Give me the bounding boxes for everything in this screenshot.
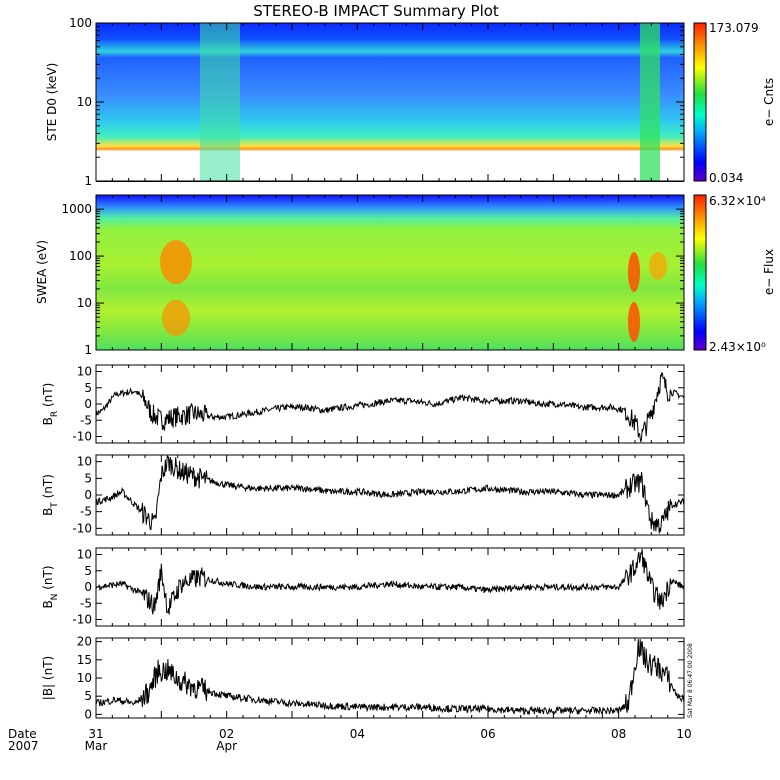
swea-colorbar-label: e− Flux xyxy=(762,249,776,295)
y-tick-label: 5 xyxy=(84,689,92,703)
x-tick-month: Apr xyxy=(216,739,237,753)
ste-colorbar-label: e− Cnts xyxy=(762,78,776,126)
ste-spectrogram-panel xyxy=(96,23,684,182)
swea-ylabel: SWEA (eV) xyxy=(35,240,49,304)
swea-enhancement xyxy=(162,300,190,336)
date-axis-label: Date xyxy=(8,727,37,741)
x-tick-label: 02 xyxy=(219,727,234,741)
swea-enhancement xyxy=(160,240,192,284)
y-tick-label: 100 xyxy=(69,16,92,30)
ste-colorbar-min: 0.034 xyxy=(709,171,743,185)
swea-enhancement xyxy=(649,252,667,280)
field-ylabel: BN (nT) xyxy=(41,565,60,608)
y-tick-label: 1 xyxy=(84,343,92,357)
y-tick-label: 10 xyxy=(77,365,92,379)
panel-frame xyxy=(95,454,685,536)
swea-spectrogram xyxy=(96,195,684,350)
generation-timestamp: Sat Mar 8 06:47:00 2008 xyxy=(687,643,694,718)
x-tick-label: 04 xyxy=(350,727,365,741)
y-tick-label: 1 xyxy=(84,174,92,188)
field-trace xyxy=(95,454,685,534)
field-ylabel: BR (nT) xyxy=(41,383,60,426)
swea-enhancement xyxy=(628,302,640,342)
swea-spectrogram-panel xyxy=(96,195,684,350)
y-tick-label: 15 xyxy=(77,653,92,667)
y-tick-label: 0 xyxy=(84,707,92,721)
y-tick-label: -10 xyxy=(72,613,92,627)
y-tick-label: 10 xyxy=(77,296,92,310)
y-tick-label: -10 xyxy=(72,430,92,444)
y-tick-label: -5 xyxy=(80,596,92,610)
field-trace xyxy=(95,639,685,716)
ste-colorbar xyxy=(693,22,707,182)
ste-event-band xyxy=(640,23,660,181)
y-tick-label: 1000 xyxy=(61,202,92,216)
y-tick-label: 10 xyxy=(77,548,92,562)
y-tick-label: -5 xyxy=(80,505,92,519)
x-tick-label: 31 xyxy=(88,727,103,741)
y-tick-label: 0 xyxy=(84,397,92,411)
swea-enhancement xyxy=(628,252,640,292)
y-tick-label: 5 xyxy=(84,471,92,485)
ste-event-band xyxy=(200,23,240,181)
field-ylabel: |B| (nT) xyxy=(41,656,55,700)
field-trace xyxy=(95,548,685,615)
y-tick-label: 100 xyxy=(69,249,92,263)
ste-ylabel: STE D0 (keV) xyxy=(45,63,59,142)
x-tick-label: 08 xyxy=(611,727,626,741)
y-tick-label: 5 xyxy=(84,381,92,395)
x-tick-month: Mar xyxy=(85,739,108,753)
swea-colorbar-max: 6.32×10⁴ xyxy=(709,194,766,208)
y-tick-label: 10 xyxy=(77,95,92,109)
field-trace xyxy=(95,372,685,443)
x-tick-label: 10 xyxy=(676,727,691,741)
y-tick-label: -5 xyxy=(80,413,92,427)
ste-colorbar-max: 173.079 xyxy=(709,21,759,35)
x-tick-label: 06 xyxy=(480,727,495,741)
ste-spectrogram xyxy=(96,23,684,181)
y-tick-label: 20 xyxy=(77,635,92,649)
swea-colorbar-min: 2.43×10⁰ xyxy=(709,340,766,354)
y-tick-label: -10 xyxy=(72,521,92,535)
year-axis-label: 2007 xyxy=(8,739,39,753)
y-tick-label: 10 xyxy=(77,455,92,469)
swea-colorbar xyxy=(693,194,707,351)
panel-frame xyxy=(95,364,685,444)
y-tick-label: 0 xyxy=(84,580,92,594)
field-ylabel: BT (nT) xyxy=(41,474,60,516)
y-tick-label: 5 xyxy=(84,564,92,578)
plot-title: STEREO-B IMPACT Summary Plot xyxy=(253,2,499,20)
y-tick-label: 10 xyxy=(77,671,92,685)
y-tick-label: 0 xyxy=(84,488,92,502)
